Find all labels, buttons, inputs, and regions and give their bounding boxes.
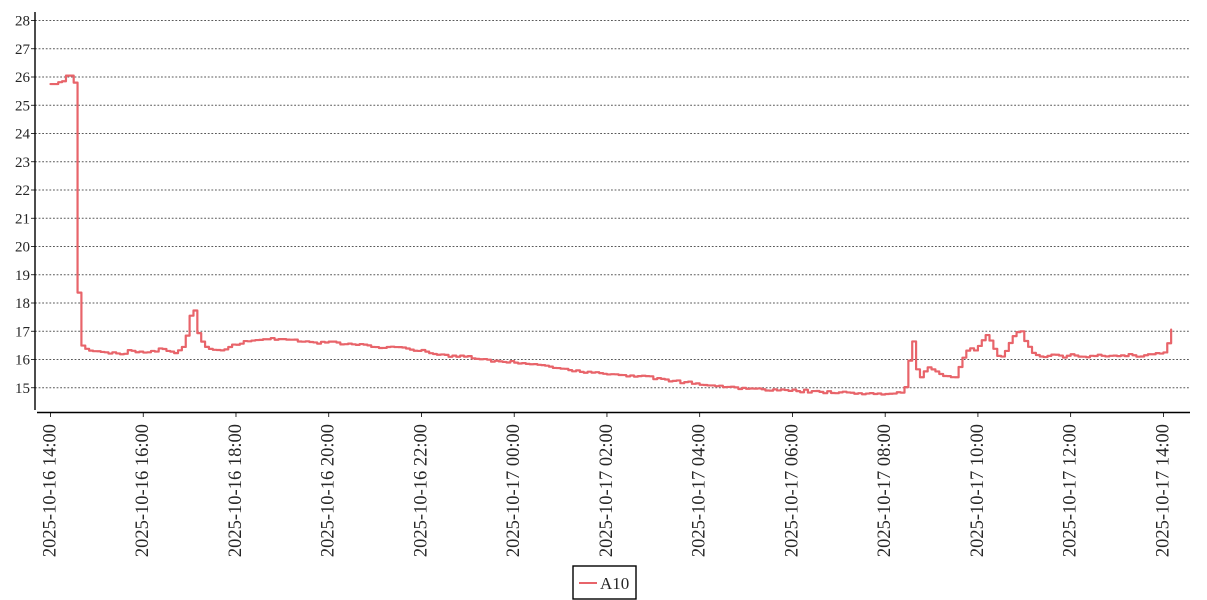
svg-text:2025-10-16 16:00: 2025-10-16 16:00 bbox=[133, 424, 153, 557]
svg-text:19: 19 bbox=[15, 268, 30, 284]
svg-text:18: 18 bbox=[15, 296, 30, 312]
svg-text:23: 23 bbox=[15, 155, 30, 171]
svg-text:22: 22 bbox=[15, 183, 30, 199]
svg-text:26: 26 bbox=[15, 70, 31, 86]
svg-text:27: 27 bbox=[15, 42, 31, 58]
svg-text:15: 15 bbox=[15, 381, 30, 397]
svg-text:2025-10-16 22:00: 2025-10-16 22:00 bbox=[411, 424, 431, 557]
svg-text:2025-10-16 14:00: 2025-10-16 14:00 bbox=[41, 424, 61, 557]
svg-text:28: 28 bbox=[15, 14, 30, 30]
svg-text:2025-10-17 04:00: 2025-10-17 04:00 bbox=[690, 424, 710, 557]
svg-text:2025-10-16 20:00: 2025-10-16 20:00 bbox=[319, 424, 339, 557]
svg-text:2025-10-17 12:00: 2025-10-17 12:00 bbox=[1061, 424, 1081, 557]
svg-text:24: 24 bbox=[15, 127, 31, 143]
svg-text:2025-10-17 14:00: 2025-10-17 14:00 bbox=[1153, 424, 1173, 557]
svg-text:2025-10-17 08:00: 2025-10-17 08:00 bbox=[875, 424, 895, 557]
svg-text:25: 25 bbox=[15, 98, 30, 114]
svg-text:21: 21 bbox=[15, 211, 30, 227]
svg-text:2025-10-17 06:00: 2025-10-17 06:00 bbox=[782, 424, 802, 557]
svg-text:2025-10-17 00:00: 2025-10-17 00:00 bbox=[504, 424, 524, 557]
svg-text:16: 16 bbox=[15, 353, 31, 369]
svg-text:20: 20 bbox=[15, 240, 30, 256]
svg-text:A10: A10 bbox=[600, 574, 629, 593]
svg-text:17: 17 bbox=[15, 324, 31, 340]
svg-text:2025-10-17 10:00: 2025-10-17 10:00 bbox=[968, 424, 988, 557]
svg-text:2025-10-16 18:00: 2025-10-16 18:00 bbox=[226, 424, 246, 557]
svg-text:2025-10-17 02:00: 2025-10-17 02:00 bbox=[597, 424, 617, 557]
